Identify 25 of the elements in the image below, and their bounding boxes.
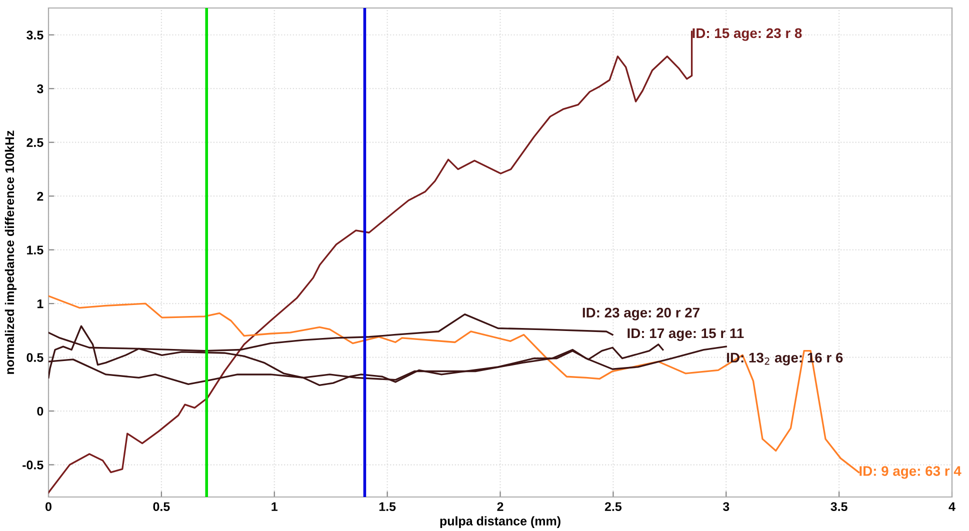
series-label: ID: 17 age: 15 r 11 (628, 328, 744, 341)
x-tick-label: 3.5 (830, 502, 848, 512)
y-tick-label: 2 (37, 192, 44, 201)
series-label: ID: 9 age: 63 r 4 (860, 466, 962, 479)
x-axis-title: pulpa distance (mm) (440, 516, 560, 528)
y-tick-label: 3 (36, 84, 44, 94)
y-tick-label: 0.5 (26, 353, 44, 362)
x-tick-label: 0.5 (153, 502, 170, 512)
x-tick-label: 2.5 (604, 502, 622, 512)
y-tick-label: 0 (37, 406, 44, 416)
x-tick-label: 3 (722, 502, 730, 512)
y-axis-title: normalized impedance difference 100kHz (4, 130, 17, 374)
y-tick-label: 1 (37, 299, 44, 308)
x-tick-label: 0 (46, 502, 52, 512)
x-tick-label: 4 (948, 502, 956, 511)
y-tick-label: -0.5 (22, 460, 44, 470)
y-tick-label: 1.5 (27, 246, 44, 254)
series-label: ID: 23 age: 20 r 27 (582, 308, 700, 320)
y-tick-label: 3.5 (26, 30, 44, 40)
series-label: ID: 15 age: 23 r 8 (692, 28, 802, 41)
y-tick-label: 2.5 (26, 138, 44, 147)
x-tick-label: 2 (497, 502, 504, 511)
x-tick-label: 1 (272, 502, 278, 511)
x-tick-label: 1.5 (379, 502, 396, 512)
line-series (48, 295, 860, 474)
